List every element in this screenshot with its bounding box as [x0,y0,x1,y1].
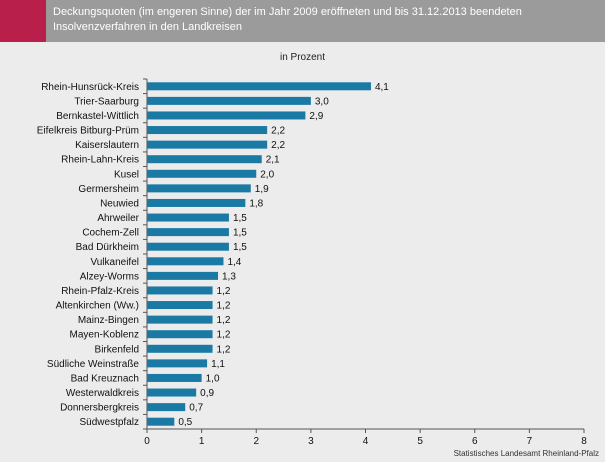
bar [147,140,268,149]
bar [147,257,224,266]
value-label: 3,0 [315,96,329,107]
category-label: Rhein-Pfalz-Kreis [61,286,139,297]
value-label: 1,8 [249,198,263,209]
category-label: Rhein-Hunsrück-Kreis [41,82,139,93]
x-tick-label: 5 [417,436,423,447]
bar [147,417,175,426]
category-label: Rhein-Lahn-Kreis [61,155,139,166]
bar [147,228,229,237]
value-label: 0,9 [200,388,214,399]
value-label: 1,3 [222,271,236,282]
bar [147,286,213,295]
x-tick-label: 3 [308,436,314,447]
x-tick-label: 0 [144,436,150,447]
chart-subtitle: in Prozent [279,52,326,63]
value-label: 1,9 [255,184,269,195]
category-label: Donnersbergkreis [60,403,139,414]
category-label: Cochem-Zell [82,228,139,239]
value-label: 1,2 [217,344,231,355]
bar [147,359,208,368]
value-label: 2,2 [271,126,285,137]
value-label: 1,1 [211,359,225,370]
value-label: 4,1 [375,82,389,93]
category-label: Bad Dürkheim [76,242,139,253]
value-label: 1,2 [217,301,231,312]
category-label: Mainz-Bingen [78,315,139,326]
category-label: Birkenfeld [95,344,139,355]
value-label: 2,2 [271,140,285,151]
bar [147,169,257,178]
bar [147,184,251,193]
category-label: Südwestpfalz [80,417,139,428]
x-tick-label: 6 [472,436,478,447]
bar [147,155,262,164]
x-tick-label: 8 [581,436,587,447]
bar [147,111,306,120]
category-label: Kaiserslautern [75,140,139,151]
bar [147,315,213,324]
value-label: 1,5 [233,228,247,239]
x-tick-label: 7 [527,436,533,447]
value-label: 1,4 [227,257,241,268]
x-tick-label: 4 [363,436,369,447]
bar [147,388,197,397]
bar [147,213,229,222]
category-label: Ahrweiler [97,213,139,224]
category-label: Altenkirchen (Ww.) [56,301,139,312]
bar [147,126,268,135]
category-label: Trier-Saarburg [74,96,139,107]
value-label: 2,1 [266,155,280,166]
category-label: Bernkastel-Wittlich [56,111,139,122]
category-label: Bad Kreuznach [71,373,139,384]
value-label: 1,5 [233,213,247,224]
bar [147,301,213,310]
accent-block [0,0,46,42]
category-label: Germersheim [78,184,139,195]
title-banner: Deckungsquoten (im engeren Sinne) der im… [0,0,605,42]
category-label: Vulkaneifel [90,257,139,268]
bar [147,373,202,382]
value-label: 1,5 [233,242,247,253]
category-label: Kusel [114,169,139,180]
value-label: 1,2 [217,330,231,341]
value-label: 1,0 [206,373,220,384]
category-label: Alzey-Worms [80,271,139,282]
bar [147,344,213,353]
category-label: Westerwaldkreis [66,388,139,399]
bar [147,271,219,280]
source-note: Statistisches Landesamt Rheinland-Pfalz [453,449,599,458]
x-tick-label: 2 [253,436,259,447]
category-label: Mayen-Koblenz [70,330,139,341]
value-label: 0,5 [178,417,192,428]
chart-title: Deckungsquoten (im engeren Sinne) der im… [53,6,522,33]
category-label: Neuwied [100,198,139,209]
bar [147,82,371,91]
bar [147,242,229,251]
bar [147,198,246,207]
value-label: 2,0 [260,169,274,180]
bar [147,96,311,105]
value-label: 2,9 [309,111,323,122]
bar [147,330,213,339]
category-label: Eifelkreis Bitburg-Prüm [37,126,139,137]
x-tick-label: 1 [199,436,205,447]
bar [147,403,186,412]
value-label: 1,2 [217,315,231,326]
category-label: Südliche Weinstraße [47,359,140,370]
value-label: 0,7 [189,403,203,414]
value-label: 1,2 [217,286,231,297]
